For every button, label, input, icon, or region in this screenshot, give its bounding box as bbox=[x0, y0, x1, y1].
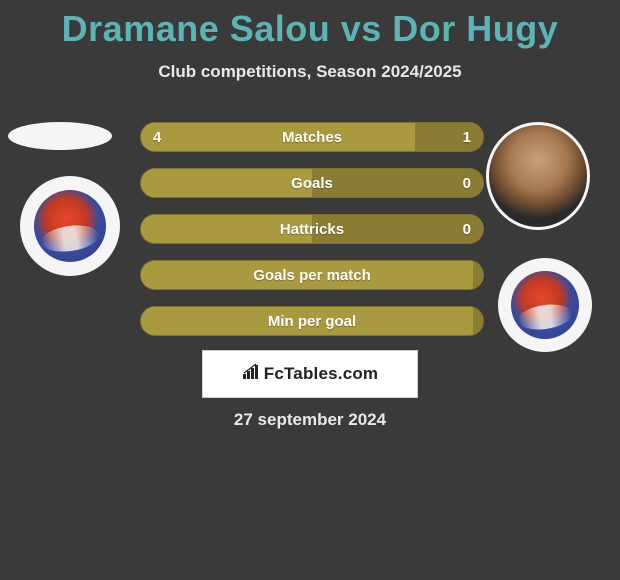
stat-label: Goals per match bbox=[141, 261, 483, 289]
stat-row: Hattricks0 bbox=[140, 214, 484, 244]
brand-name: FcTables.com bbox=[264, 364, 379, 384]
stat-label: Min per goal bbox=[141, 307, 483, 335]
stat-row: Goals per match bbox=[140, 260, 484, 290]
subtitle: Club competitions, Season 2024/2025 bbox=[0, 62, 620, 82]
date-label: 27 september 2024 bbox=[0, 410, 620, 430]
player-right-avatar bbox=[486, 122, 590, 230]
brand-logo-box: FcTables.com bbox=[202, 350, 418, 398]
stat-value-right: 0 bbox=[463, 215, 471, 243]
chart-icon bbox=[242, 364, 260, 385]
club-right-badge bbox=[498, 258, 592, 352]
stat-label: Hattricks bbox=[141, 215, 483, 243]
stat-row: Goals0 bbox=[140, 168, 484, 198]
stat-row: Matches4 1 bbox=[140, 122, 484, 152]
page-title: Dramane Salou vs Dor Hugy bbox=[0, 0, 620, 50]
player-left-avatar bbox=[8, 122, 112, 150]
stat-label: Goals bbox=[141, 169, 483, 197]
stat-value-right: 1 bbox=[463, 123, 471, 151]
stat-value-left: 4 bbox=[153, 123, 161, 151]
stat-value-right: 0 bbox=[463, 169, 471, 197]
stat-row: Min per goal bbox=[140, 306, 484, 336]
comparison-bars: Matches41Goals0Hattricks0Goals per match… bbox=[140, 122, 484, 352]
stat-label: Matches bbox=[141, 123, 483, 151]
club-left-badge bbox=[20, 176, 120, 276]
